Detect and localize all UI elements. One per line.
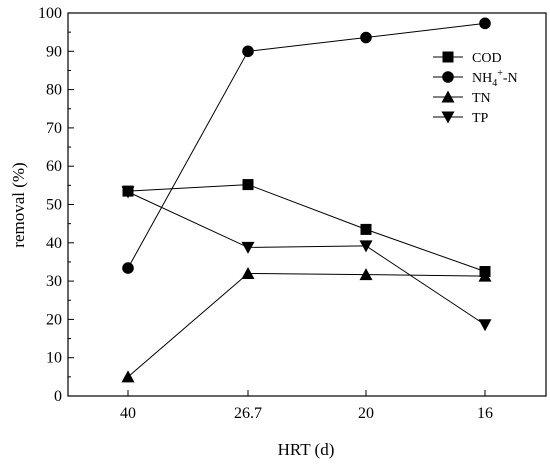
legend-label: COD (472, 51, 502, 66)
data-point-triangle-down (121, 186, 135, 199)
series-triangle-down (121, 186, 492, 332)
legend: COD NH4+-N TN TP (433, 51, 518, 126)
data-point-triangle-up (241, 266, 255, 279)
series-layer (121, 17, 492, 383)
x-tick-label: 16 (477, 405, 493, 422)
y-tick-label: 80 (46, 82, 62, 99)
x-tick-label: 26.7 (234, 405, 262, 422)
legend-entry: TP (433, 111, 489, 126)
series-triangle-up (121, 266, 492, 383)
legend-label: TN (472, 91, 491, 106)
y-tick-label: 40 (46, 235, 62, 252)
data-point-circle (122, 262, 134, 274)
data-point-triangle-down (478, 319, 492, 332)
series-line (127, 191, 486, 326)
x-tick-label: 20 (358, 405, 374, 422)
data-point-triangle-up (441, 90, 455, 103)
y-tick-label: 30 (46, 273, 62, 290)
data-point-triangle-up (359, 268, 373, 281)
data-point-circle (242, 45, 254, 58)
x-axis: 40 26.7 20 16 (120, 390, 493, 422)
data-point-square (360, 223, 372, 235)
data-point-triangle-down (241, 241, 255, 254)
legend-entry: NH4+-N (433, 68, 518, 89)
y-tick-label: 10 (46, 350, 62, 367)
data-point-circle (442, 71, 454, 83)
x-axis-title: HRT (d) (278, 440, 335, 459)
y-tick-label: 100 (38, 5, 62, 22)
y-tick-label: 50 (46, 197, 62, 214)
data-point-circle (479, 17, 491, 30)
legend-label: NH4+-N (472, 68, 518, 89)
y-axis: 0 10 20 30 40 50 60 70 80 90 100 (38, 5, 74, 405)
y-tick-label: 90 (46, 43, 62, 60)
y-tick-label: 20 (46, 311, 62, 328)
series-line (127, 272, 486, 378)
data-point-triangle-up (121, 370, 135, 383)
y-tick-label: 60 (46, 158, 62, 175)
y-tick-label: 0 (54, 388, 62, 405)
series-circle (122, 17, 491, 274)
series-line (127, 184, 486, 272)
y-axis-title: removal (%) (9, 162, 28, 247)
x-tick-label: 40 (120, 405, 136, 422)
legend-entry: COD (433, 51, 502, 66)
legend-entry: TN (433, 90, 491, 106)
data-point-square (442, 51, 454, 63)
series-line (127, 22, 486, 269)
data-point-triangle-up (478, 269, 492, 282)
data-point-triangle-down (359, 240, 373, 253)
y-tick-label: 70 (46, 120, 62, 137)
legend-label: TP (472, 111, 489, 126)
series-square (122, 179, 491, 278)
data-point-circle (360, 31, 372, 44)
data-point-triangle-down (441, 111, 455, 124)
data-point-square (242, 179, 254, 191)
